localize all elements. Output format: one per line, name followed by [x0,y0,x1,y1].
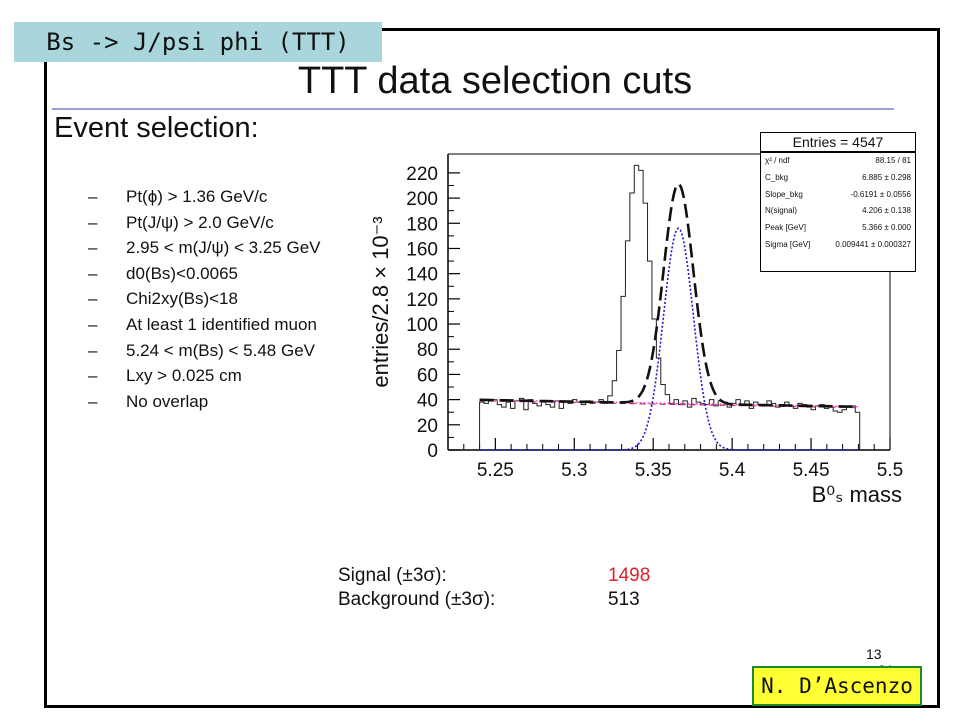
stats-value: 0.009441 ± 0.000327 [835,239,911,249]
cut-item: – Pt(ϕ) > 1.36 GeV/c [88,184,350,210]
dash-bullet: – [88,314,98,334]
y-tick-label: 20 [417,416,438,437]
dash-bullet: – [88,340,98,360]
background-value: 513 [608,589,640,610]
background-label: Background (±3σ): [338,589,496,610]
y-tick-label: 40 [417,391,438,412]
title-divider [52,108,894,110]
x-tick-label: 5.4 [719,460,746,481]
stats-entries: Entries = 4547 [761,133,915,153]
topic-label: Bs -> J/psi phi (TTT) [14,22,382,62]
cut-text: Pt(ϕ) > 1.36 GeV/c [126,187,268,206]
background-row: Background (±3σ): 513 [338,588,678,612]
cut-text: At least 1 identified muon [126,314,317,334]
stats-value: -0.6191 ± 0.0556 [850,189,911,199]
stats-row: Slope_bkg -0.6191 ± 0.0556 [761,187,915,204]
y-tick-label: 180 [406,214,438,235]
dash-bullet: – [88,238,98,258]
y-tick-label: 0 [427,441,438,462]
x-tick-label: 5.25 [477,460,514,481]
y-tick-label: 140 [406,265,438,286]
total-fit-curve [479,182,859,409]
dash-bullet: – [88,289,98,309]
stats-row: Sigma [GeV] 0.009441 ± 0.000327 [761,237,915,254]
stats-label: C_bkg [765,172,789,182]
page-number: 13 [866,646,882,662]
dash-bullet: – [88,391,98,411]
dash-bullet: – [88,366,98,386]
mass-histogram-chart: 0 20 40 60 80 100 120 140 160 180 200 220 5.25 5.3 5.3… [368,153,903,507]
histogram-outline [479,164,861,450]
results-block: Signal (±3σ): 1498 Background (±3σ): 513 [338,564,678,612]
stats-label: Slope_bkg [765,189,803,199]
cut-item: – 5.24 < m(Bs) < 5.48 GeV [88,338,350,364]
y-tick-label: 100 [406,315,438,336]
stats-row: N(signal) 4.206 ± 0.138 [761,203,915,220]
mass-plot: 0 20 40 60 80 100 120 140 160 180 200 220 5.25 5.3 5.3… [350,126,910,522]
author-label: N. D’Ascenzo [752,666,922,706]
stats-value: 6.885 ± 0.298 [862,172,911,182]
x-tick-label: 5.45 [793,460,830,481]
stats-row: χ² / ndf 88.15 / 81 [761,153,915,170]
x-tick-label: 5.3 [561,460,587,481]
cut-text: 2.95 < m(J/ψ) < 3.25 GeV [126,238,321,258]
cut-item: – d0(Bs)<0.0065 [88,261,350,287]
cut-item: – Lxy > 0.025 cm [88,363,350,389]
stats-label: χ² / ndf [765,156,790,165]
signal-label: Signal (±3σ): [338,565,447,586]
cut-list: – Pt(ϕ) > 1.36 GeV/c – Pt(J/ψ) > 2.0 GeV/c… [88,184,350,414]
y-tick-label: 200 [406,189,438,210]
cut-text: Chi2xy(Bs)<18 [126,289,238,309]
dash-bullet: – [88,212,98,232]
x-tick-label: 5.5 [877,460,903,481]
stats-label: N(signal) [765,206,798,216]
signal-fit-curve [479,227,859,451]
stats-row: C_bkg 6.885 ± 0.298 [761,170,915,187]
stats-label: Sigma [GeV] [765,239,811,249]
stats-value: 88.15 / 81 [875,156,911,165]
cut-text: 5.24 < m(Bs) < 5.48 GeV [126,340,315,360]
cut-item: – 2.95 < m(J/ψ) < 3.25 GeV [88,235,350,261]
y-axis-label: entries/2.8 × 10⁻³ [368,216,393,387]
fit-stats-box: Entries = 4547 χ² / ndf 88.15 / 81 C_bkg 6… [760,132,916,272]
section-heading: Event selection: [54,112,259,144]
background-fit-curve [479,399,859,408]
signal-row: Signal (±3σ): 1498 [338,564,678,588]
stats-value: 4.206 ± 0.138 [862,206,911,216]
signal-value: 1498 [608,565,651,586]
cut-item: – At least 1 identified muon [88,312,350,338]
cut-text: Pt(J/ψ) > 2.0 GeV/c [126,212,274,232]
x-tick-label: 5.35 [635,460,672,481]
cut-text: Lxy > 0.025 cm [126,366,242,386]
y-tick-label: 220 [406,164,438,185]
y-tick-label: 80 [417,340,438,361]
slide-title: TTT data selection cuts [297,60,693,102]
y-tick-label: 60 [417,365,438,386]
cut-text: d0(Bs)<0.0065 [126,263,238,283]
dash-bullet: – [88,187,98,206]
y-tick-label: 160 [406,239,438,260]
stats-label: Peak [GeV] [765,223,806,233]
stats-value: 5.366 ± 0.000 [862,223,911,233]
stats-row: Peak [GeV] 5.366 ± 0.000 [761,220,915,237]
cut-item: – No overlap [88,389,350,415]
cut-text: No overlap [126,391,209,411]
cut-item: – Pt(J/ψ) > 2.0 GeV/c [88,210,350,236]
dash-bullet: – [88,263,98,283]
x-axis-label: B⁰ₛ mass [812,482,902,507]
cut-item: – Chi2xy(Bs)<18 [88,286,350,312]
y-tick-label: 120 [406,290,438,311]
